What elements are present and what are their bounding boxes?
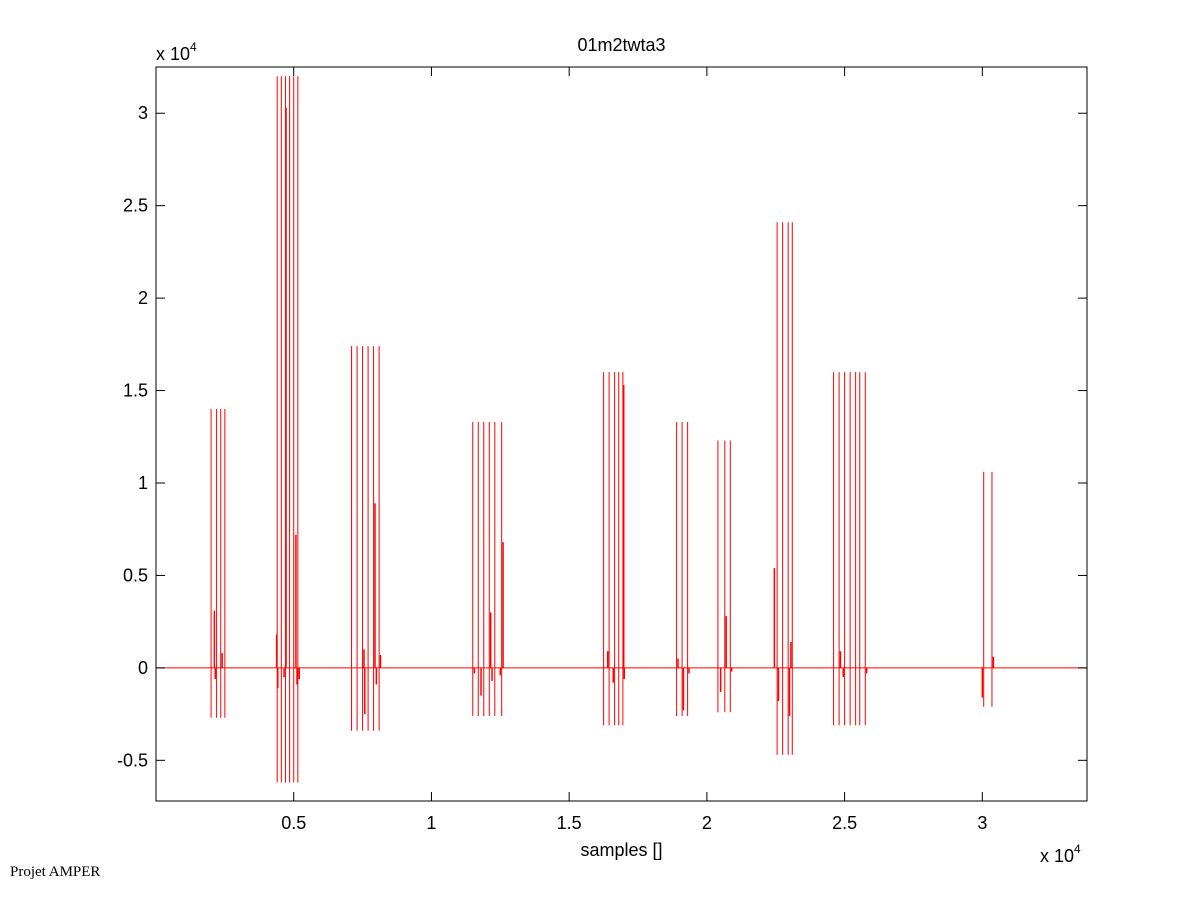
y-tick-label: -0.5 bbox=[117, 750, 148, 770]
x-tick-label: 3 bbox=[977, 813, 987, 833]
x-tick-label: 1 bbox=[426, 813, 436, 833]
y-tick-label: 1 bbox=[138, 473, 148, 493]
x-tick-label: 0.5 bbox=[281, 813, 306, 833]
y-multiplier-exponent: 4 bbox=[190, 40, 197, 54]
x-axis-label: samples [] bbox=[580, 840, 662, 860]
footer-credit: Projet AMPER bbox=[10, 864, 101, 880]
y-tick-label: 0 bbox=[138, 658, 148, 678]
y-tick-label: 2 bbox=[138, 288, 148, 308]
x-tick-label: 2 bbox=[702, 813, 712, 833]
y-tick-label: 0.5 bbox=[123, 565, 148, 585]
chart-title: 01m2twta3 bbox=[577, 35, 665, 55]
axes-box bbox=[155, 66, 1088, 802]
signal-line bbox=[156, 76, 1087, 783]
x-multiplier-base: x 10 bbox=[1040, 846, 1074, 866]
axis-ticks: 0.5 1 1.5 2 2.5 3 -0.5 0 0.5 1 1.5 2 2.5 3 bbox=[117, 67, 1087, 833]
x-tick-label: 1.5 bbox=[557, 813, 582, 833]
y-tick-label: 2.5 bbox=[123, 196, 148, 216]
y-axis-multiplier: x 104 bbox=[156, 40, 197, 64]
x-multiplier-exponent: 4 bbox=[1074, 842, 1081, 856]
x-axis-multiplier: x 104 bbox=[1040, 842, 1081, 866]
x-tick-label: 2.5 bbox=[832, 813, 857, 833]
y-tick-label: 1.5 bbox=[123, 381, 148, 401]
y-tick-label: 3 bbox=[138, 103, 148, 123]
y-multiplier-base: x 10 bbox=[156, 44, 190, 64]
